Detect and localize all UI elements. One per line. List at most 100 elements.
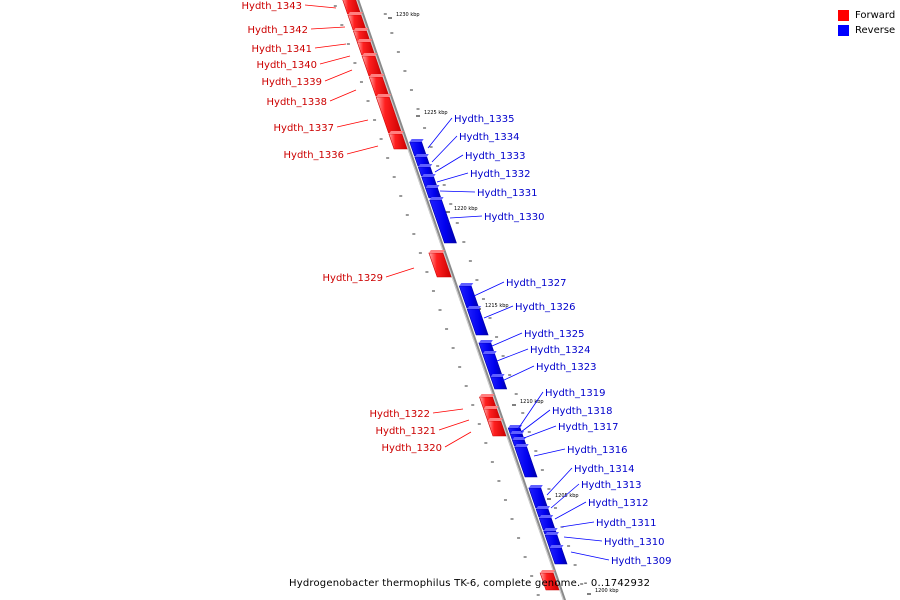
reverse-gene-block-top	[459, 283, 474, 286]
reverse-gene-block-top	[429, 197, 444, 200]
legend-item-reverse: Reverse	[838, 23, 895, 38]
forward-gene-label[interactable]: Hydth_1321	[376, 426, 437, 437]
reverse-leader-line	[563, 536, 603, 542]
reverse-gene-label[interactable]: Hydth_1319	[545, 388, 606, 399]
reverse-leader-line	[427, 117, 453, 149]
reverse-gene-label[interactable]: Hydth_1326	[515, 302, 576, 313]
reverse-gene-block[interactable]	[490, 376, 508, 390]
forward-leader-line	[310, 26, 346, 30]
forward-gene-block-partial-top	[540, 570, 556, 573]
forward-gene-label[interactable]: Hydth_1322	[370, 409, 431, 420]
reverse-gene-block-top	[467, 306, 482, 309]
reverse-leader-line	[560, 521, 595, 528]
legend-label-reverse: Reverse	[855, 25, 896, 36]
genome-axis	[356, 0, 567, 600]
reverse-gene-label[interactable]: Hydth_1310	[604, 537, 665, 548]
forward-gene-block-top	[376, 94, 392, 97]
reverse-leader-line	[517, 391, 544, 430]
reverse-swatch-icon	[838, 25, 849, 36]
reverse-gene-label[interactable]: Hydth_1313	[581, 480, 642, 491]
forward-gene-block-top	[353, 28, 369, 31]
forward-gene-label[interactable]: Hydth_1320	[382, 443, 443, 454]
tick-label: 1230 kbp	[396, 12, 420, 18]
tick-label: 1215 kbp	[485, 303, 509, 309]
reverse-leader-line	[439, 190, 476, 193]
forward-leader-line	[432, 408, 464, 414]
reverse-gene-block-top	[482, 351, 497, 354]
reverse-leader-line	[546, 467, 573, 496]
forward-leader-line	[304, 4, 337, 9]
reverse-gene-label[interactable]: Hydth_1335	[454, 114, 515, 125]
reverse-gene-block-top	[510, 431, 525, 434]
reverse-gene-block-top	[539, 515, 554, 518]
forward-gene-label[interactable]: Hydth_1342	[248, 25, 309, 36]
tick-label: 1210 kbp	[520, 399, 544, 405]
reverse-gene-label[interactable]: Hydth_1333	[465, 151, 526, 162]
tick-label: 1220 kbp	[454, 206, 478, 212]
reverse-gene-label[interactable]: Hydth_1323	[536, 362, 597, 373]
reverse-gene-block[interactable]	[425, 187, 442, 199]
forward-gene-label[interactable]: Hydth_1329	[323, 273, 384, 284]
forward-gene-label[interactable]: Hydth_1336	[284, 150, 345, 161]
reverse-gene-block-top	[409, 139, 424, 142]
forward-gene-label[interactable]: Hydth_1337	[274, 123, 335, 134]
forward-gene-block-top	[428, 250, 445, 253]
reverse-gene-label[interactable]: Hydth_1325	[524, 329, 585, 340]
reverse-leader-line	[491, 332, 523, 347]
forward-gene-label[interactable]: Hydth_1338	[267, 97, 328, 108]
reverse-gene-label[interactable]: Hydth_1324	[530, 345, 591, 356]
forward-leader-line	[329, 89, 357, 102]
reverse-gene-block-top	[545, 532, 560, 535]
forward-gene-block-top	[487, 418, 503, 421]
reverse-gene-label[interactable]: Hydth_1332	[470, 169, 531, 180]
reverse-gene-label[interactable]: Hydth_1331	[477, 188, 538, 199]
reverse-leader-line	[483, 305, 514, 319]
forward-leader-line	[319, 55, 351, 65]
forward-leader-line	[324, 69, 353, 82]
reverse-gene-label[interactable]: Hydth_1327	[506, 278, 567, 289]
forward-leader-line	[336, 119, 369, 128]
reverse-leader-line	[496, 348, 529, 362]
forward-gene-block-top	[483, 406, 499, 409]
reverse-gene-block-top	[425, 185, 440, 188]
reverse-gene-label[interactable]: Hydth_1334	[459, 132, 520, 143]
forward-leader-line	[385, 267, 415, 278]
reverse-gene-label[interactable]: Hydth_1314	[574, 464, 635, 475]
reverse-gene-label[interactable]: Hydth_1309	[611, 556, 672, 567]
forward-gene-label[interactable]: Hydth_1341	[252, 44, 313, 55]
reverse-leader-line	[473, 281, 505, 297]
reverse-leader-line	[533, 448, 566, 457]
reverse-gene-label[interactable]: Hydth_1318	[552, 406, 613, 417]
forward-leader-line	[444, 431, 472, 448]
forward-gene-label[interactable]: Hydth_1339	[262, 77, 323, 88]
forward-gene-label[interactable]: Hydth_1343	[242, 1, 303, 12]
reverse-leader-line	[449, 215, 483, 219]
legend-item-forward: Forward	[838, 8, 895, 23]
forward-swatch-icon	[838, 10, 849, 21]
reverse-gene-label[interactable]: Hydth_1317	[558, 422, 619, 433]
reverse-gene-label[interactable]: Hydth_1311	[596, 518, 657, 529]
reverse-leader-line	[570, 551, 610, 561]
reverse-gene-block-top	[418, 164, 433, 167]
reverse-gene-label[interactable]: Hydth_1312	[588, 498, 649, 509]
reverse-gene-block-top	[512, 437, 527, 440]
reverse-leader-line	[520, 409, 551, 433]
forward-gene-block-top	[357, 39, 373, 42]
forward-gene-block-top	[362, 53, 378, 56]
reverse-gene-label[interactable]: Hydth_1316	[567, 445, 628, 456]
reverse-gene-block-top	[490, 374, 505, 377]
genome-title: Hydrogenobacter thermophilus TK-6, compl…	[289, 578, 651, 589]
reverse-leader-line	[501, 365, 535, 382]
reverse-gene-block-top	[414, 154, 429, 157]
forward-gene-block-top	[347, 12, 363, 15]
forward-leader-line	[346, 145, 379, 155]
legend: Forward Reverse	[838, 8, 895, 38]
forward-gene-block-top	[479, 394, 495, 397]
reverse-gene-label[interactable]: Hydth_1330	[484, 212, 545, 223]
reverse-leader-line	[434, 154, 464, 173]
reverse-gene-block-top	[543, 528, 558, 531]
genome-axis-highlight	[356, 0, 564, 600]
forward-gene-label[interactable]: Hydth_1340	[257, 60, 318, 71]
tick-label: 1200 kbp	[595, 588, 619, 594]
reverse-gene-block-top	[536, 506, 551, 509]
